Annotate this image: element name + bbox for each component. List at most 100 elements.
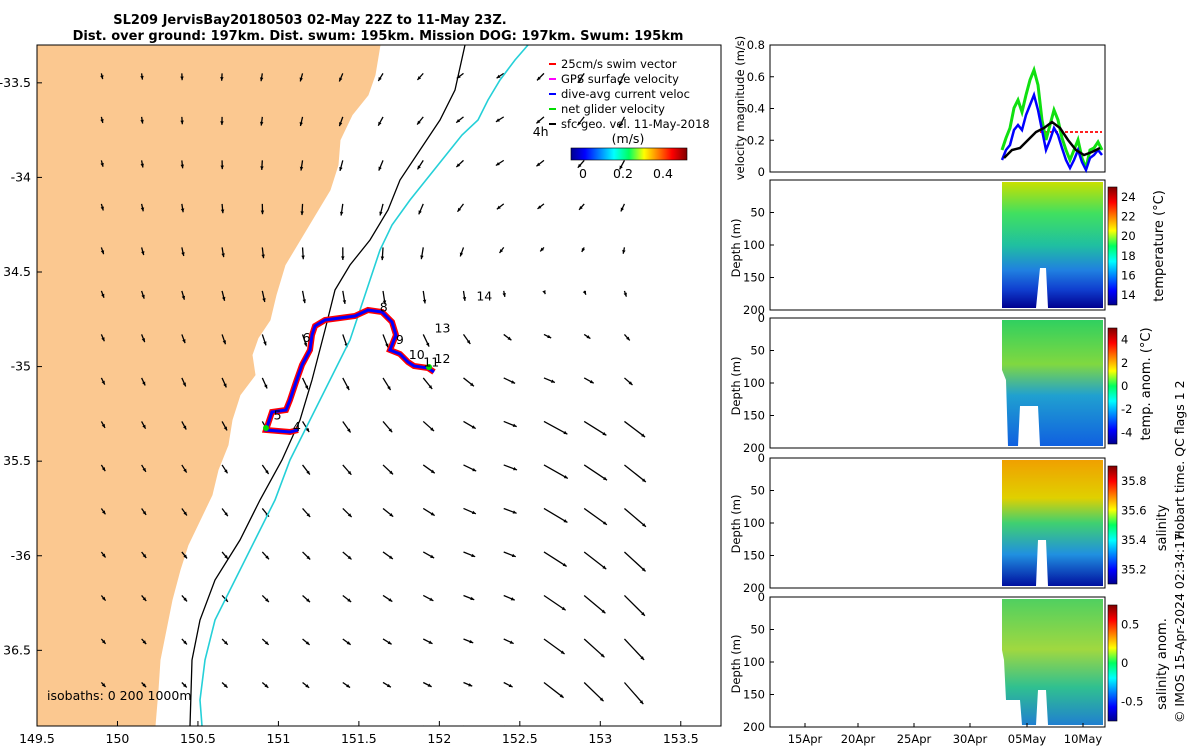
temperature-cblabel: temperature (°C) xyxy=(1152,190,1167,302)
isobaths xyxy=(189,45,529,726)
velocity-ylabel: velocity magnitude (m/s) xyxy=(733,36,747,181)
track-label: 8 xyxy=(380,300,388,315)
isobaths-label: isobaths: 0 200 1000m xyxy=(47,688,192,703)
salinity-ticks: 0 50 100 150 200 35.8 35.6 35.4 35.2 xyxy=(743,451,1147,595)
time-tick-label: 15Apr xyxy=(788,732,823,746)
track-label: 13 xyxy=(435,321,451,336)
velocity-arrowhead xyxy=(502,293,506,297)
velocity-arrowhead xyxy=(347,470,352,475)
velocity-arrowhead xyxy=(222,296,226,301)
velocity-tick-label: 0.8 xyxy=(747,38,765,52)
velocity-arrowhead xyxy=(470,382,474,387)
velocity-arrowhead xyxy=(306,598,310,603)
temp-anom-cblabel: temp. anom. (°C) xyxy=(1139,327,1154,440)
velocity-arrowhead xyxy=(459,252,464,257)
velocity-arrowhead xyxy=(471,553,476,557)
velocity-arrowhead xyxy=(305,641,310,645)
velocity-arrowhead xyxy=(430,512,435,516)
velocity-arrowhead xyxy=(306,470,310,475)
velocity-arrowhead xyxy=(471,510,476,514)
velocity-arrowhead xyxy=(628,381,633,385)
velocity-arrowhead xyxy=(582,290,586,295)
track-label: 14 xyxy=(476,288,492,303)
track-label: 5 xyxy=(274,408,282,423)
velocity-arrowhead xyxy=(601,609,606,614)
velocity-arrowhead xyxy=(581,247,585,252)
velocity-arrowhead xyxy=(305,727,309,731)
velocity-arrowhead xyxy=(619,165,623,170)
velocity-arrowhead xyxy=(101,467,106,472)
depth-tick-label: 50 xyxy=(750,623,765,637)
velocity-arrowhead xyxy=(142,554,147,558)
velocity-arrowhead xyxy=(641,567,646,572)
velocity-arrowhead xyxy=(301,255,305,260)
velocity-arrowhead xyxy=(181,252,185,257)
qc-flags-text: Hobart time. QC flags 1 2 xyxy=(1172,380,1187,539)
depth-tick-label: 150 xyxy=(743,688,765,702)
velocity-arrowhead xyxy=(603,476,608,481)
velocity-arrowhead xyxy=(560,650,565,654)
colorbar-tick-label: 16 xyxy=(1121,269,1136,283)
velocity-arrowhead xyxy=(382,300,387,305)
colorbar-tick-label: 35.4 xyxy=(1121,533,1147,547)
copyright-text: © IMOS 15-Apr-2024 02:34:17 xyxy=(1172,533,1187,723)
temp-anom-ticks: 0 50 100 150 200 4 2 0 -2 -4 xyxy=(743,311,1132,455)
depth-tick-label: 150 xyxy=(743,549,765,563)
velocity-arrowhead xyxy=(378,77,382,81)
velocity-arrow xyxy=(543,551,567,567)
velocity-arrowhead xyxy=(420,255,424,260)
velocity-arrow xyxy=(583,551,607,570)
velocity-arrowhead xyxy=(347,428,351,433)
time-tick-label: 25Apr xyxy=(897,732,932,746)
map-colorbar: (m/s) 0 0.2 0.4 xyxy=(570,131,688,181)
velocity-arrow xyxy=(181,725,183,726)
velocity-arrowhead xyxy=(600,653,605,658)
velocity-arrowhead xyxy=(561,606,566,611)
velocity-arrowhead xyxy=(537,205,542,209)
velocity-ticks: 0 0.2 0.4 0.6 0.8 xyxy=(747,38,774,179)
velocity-arrowhead xyxy=(223,683,228,688)
velocity-tick-label: 0 xyxy=(758,165,765,179)
velocity-arrowhead xyxy=(386,683,391,688)
velocity-arrowhead xyxy=(183,597,188,602)
velocity-arrowhead xyxy=(508,727,512,730)
map-colorbar-tick-2: 0.4 xyxy=(653,166,673,181)
legend-label: dive-avg current veloc xyxy=(561,87,690,101)
velocity-arrowhead xyxy=(577,78,582,83)
colorbar-tick-label: -0.5 xyxy=(1121,695,1143,709)
colorbar-tick-label: 20 xyxy=(1121,229,1136,243)
velocity-arrowhead xyxy=(140,119,144,124)
velocity-arrowhead xyxy=(509,640,514,644)
velocity-arrowhead xyxy=(260,210,265,215)
velocity-arrowhead xyxy=(342,300,347,304)
velocity-arrowhead xyxy=(511,380,516,384)
map-frame xyxy=(36,44,722,727)
velocity-arrowhead xyxy=(345,386,350,391)
velocity-arrowhead xyxy=(183,554,188,559)
velocity-arrowhead xyxy=(100,250,105,255)
velocity-arrowhead xyxy=(102,726,106,730)
velocity-arrowhead xyxy=(141,294,145,299)
velocity-arrowhead xyxy=(263,341,267,346)
salinity-panel: Depth (m) salinity 0 50 100 150 200 35.8 35.6 3… xyxy=(729,451,1170,595)
temp-anom-field xyxy=(1002,320,1103,446)
map-colorbar-unit: (m/s) xyxy=(612,131,645,146)
velocity-arrowhead xyxy=(577,163,582,168)
track-label: 9 xyxy=(396,332,404,347)
velocity-arrowhead xyxy=(261,254,265,259)
velocity-arrowhead xyxy=(182,683,187,688)
velocity-arrowhead xyxy=(422,299,427,304)
velocity-arrowhead xyxy=(417,120,421,125)
velocity-arrowhead xyxy=(299,77,303,82)
velocity-arrowhead xyxy=(456,119,461,123)
map-colorbar-tick-1: 0.2 xyxy=(613,166,633,181)
velocity-arrowhead xyxy=(563,475,568,479)
velocity-arrow xyxy=(623,595,646,617)
velocity-arrowhead xyxy=(599,697,604,702)
velocity-arrowhead xyxy=(427,727,431,730)
velocity-arrowhead xyxy=(141,338,145,343)
velocity-arrowhead xyxy=(563,519,568,523)
velocity-arrowhead xyxy=(101,596,106,601)
colorbar-tick-label: 0 xyxy=(1121,656,1128,670)
